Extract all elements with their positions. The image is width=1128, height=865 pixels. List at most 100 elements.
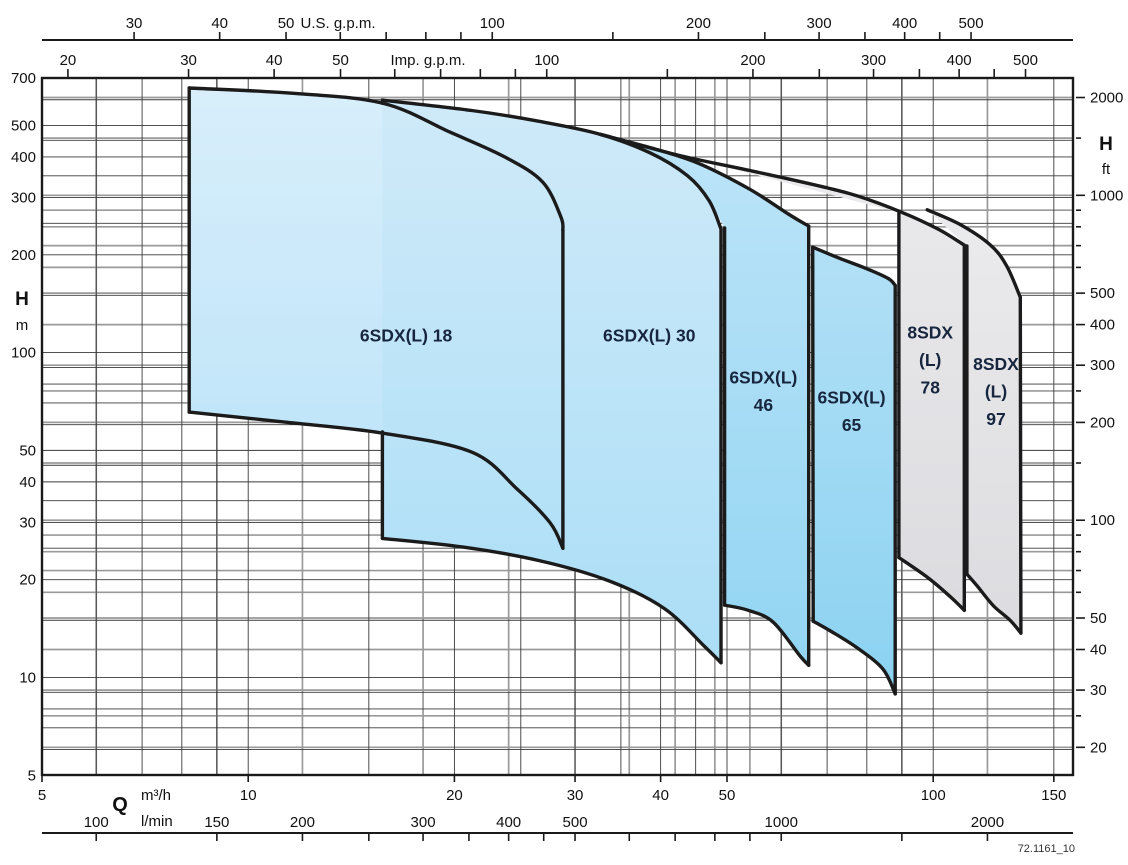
h-m-axis-title: H xyxy=(15,289,29,310)
imp-gpm-tick-label: 200 xyxy=(740,52,765,69)
us-gpm-tick-label: 40 xyxy=(211,15,228,32)
m3h-tick-label: 100 xyxy=(921,787,946,804)
m3h-tick-label: 20 xyxy=(446,787,463,804)
h-m-tick-label: 500 xyxy=(11,117,36,134)
us-gpm-tick-label: 50 xyxy=(278,15,295,32)
region-labels: 6SDX(L) 18 6SDX(L) 30 6SDX(L) 46 6SDX(L) 65 8S… xyxy=(360,322,1019,435)
h-m-tick-label: 50 xyxy=(19,442,36,459)
h-ft-tick-label: 100 xyxy=(1090,512,1115,529)
h-ft-tick-label: 200 xyxy=(1090,414,1115,431)
envelope-fill-6sdx-l-46 xyxy=(599,134,809,666)
h-ft-tick-label: 300 xyxy=(1090,357,1115,374)
h-m-tick-label: 300 xyxy=(11,190,36,207)
imp-gpm-tick-label: 400 xyxy=(947,52,972,69)
h-ft-tick-label: 400 xyxy=(1090,317,1115,334)
imp-gpm-tick-label: 40 xyxy=(266,52,283,69)
m3h-tick-label: 40 xyxy=(652,787,669,804)
plot-frame xyxy=(40,76,1075,777)
h-m-tick-label: 10 xyxy=(19,669,36,686)
envelope-outline-6sdx-l-65 xyxy=(811,619,897,696)
h-m-tick-label: 100 xyxy=(11,345,36,362)
m3h-tick-label: 5 xyxy=(38,787,46,804)
envelope-fill-8sdx-l-97 xyxy=(927,209,1021,634)
h-m-tick-label: 30 xyxy=(19,514,36,531)
m3h-tick-label: 50 xyxy=(719,787,736,804)
h-m-tick-label: 5 xyxy=(28,767,36,784)
h-ft-tick-label: 500 xyxy=(1090,285,1115,302)
region-label: (L) xyxy=(985,381,1007,401)
h-ft-axis-unit: ft xyxy=(1102,161,1111,178)
us-gpm-tick-label: 30 xyxy=(126,15,143,32)
region-label: 65 xyxy=(842,415,862,435)
imp-gpm-tick-label: 30 xyxy=(180,52,197,69)
imp-gpm-axis-title: Imp. g.p.m. xyxy=(390,52,465,69)
envelope-outline-6sdx-l-46 xyxy=(598,132,811,228)
lmin-tick-label: 300 xyxy=(411,814,436,831)
us-gpm-axis-title: U.S. g.p.m. xyxy=(300,15,375,32)
region-label: 6SDX(L) 30 xyxy=(603,325,696,345)
h-ft-tick-label: 50 xyxy=(1090,610,1107,627)
us-gpm-tick-label: 400 xyxy=(892,15,917,32)
lmin-tick-label: 2000 xyxy=(971,814,1004,831)
region-label: 6SDX(L) 18 xyxy=(360,325,453,345)
lmin-tick-label: 400 xyxy=(496,814,521,831)
h-m-tick-label: 200 xyxy=(11,247,36,264)
imp-gpm-tick-label: 300 xyxy=(861,52,886,69)
m3h-axis-unit: m³/h xyxy=(141,787,171,804)
envelope-outlines xyxy=(187,86,1023,696)
envelope-outline-6sdx-l-18 xyxy=(187,86,565,232)
envelope-outline-6sdx-l-65 xyxy=(811,245,815,623)
envelope-outline-6sdx-l-30 xyxy=(380,536,723,665)
h-m-tick-label: 400 xyxy=(11,149,36,166)
lmin-tick-label: 200 xyxy=(290,814,315,831)
m3h-tick-label: 10 xyxy=(240,787,257,804)
lmin-tick-label: 100 xyxy=(84,814,109,831)
figure-code: 72.1161_10 xyxy=(1018,843,1075,855)
envelope-fill-8sdx-l-78 xyxy=(599,134,965,611)
region-label: 8SDX xyxy=(907,322,953,342)
region-label: (L) xyxy=(919,350,941,370)
lmin-tick-label: 500 xyxy=(563,814,588,831)
h-m-tick-label: 700 xyxy=(11,70,36,87)
us-gpm-tick-label: 300 xyxy=(807,15,832,32)
imp-gpm-tick-label: 100 xyxy=(534,52,559,69)
axes: 30 40 50 100 200 300 400 500 U.S. g.p.m. 20 30 40 50… xyxy=(11,15,1123,855)
h-ft-tick-label: 2000 xyxy=(1090,90,1123,107)
m3h-tick-label: 150 xyxy=(1041,787,1066,804)
envelope-outline-8sdx-l-78 xyxy=(897,555,966,612)
h-ft-tick-label: 20 xyxy=(1090,739,1107,756)
region-label: 8SDX xyxy=(973,354,1019,374)
h-m-tick-label: 20 xyxy=(19,572,36,589)
h-ft-tick-label: 30 xyxy=(1090,682,1107,699)
region-label: 78 xyxy=(920,377,940,397)
envelope-outline-6sdx-l-65 xyxy=(811,245,897,288)
envelope-fills xyxy=(189,88,1021,694)
us-gpm-tick-label: 500 xyxy=(959,15,984,32)
h-ft-tick-label: 40 xyxy=(1090,642,1107,659)
envelope-fill-6sdx-l-30 xyxy=(382,100,721,663)
q-axis-title: Q xyxy=(112,794,128,816)
lmin-axis-unit: l/min xyxy=(141,813,173,830)
envelope-fill-6sdx-l-65 xyxy=(812,247,896,694)
envelope-outline-8sdx-l-97 xyxy=(925,208,1022,299)
envelope-outline-6sdx-l-46 xyxy=(722,603,811,667)
h-m-tick-label: 40 xyxy=(19,474,36,491)
envelope-outline-8sdx-l-97 xyxy=(1018,295,1023,635)
us-gpm-tick-label: 100 xyxy=(480,15,505,32)
region-label: 97 xyxy=(986,409,1005,429)
imp-gpm-tick-label: 20 xyxy=(60,52,77,69)
us-gpm-tick-label: 200 xyxy=(686,15,711,32)
lmin-tick-label: 1000 xyxy=(765,814,798,831)
lmin-tick-label: 150 xyxy=(204,814,229,831)
h-m-axis-unit: m xyxy=(16,317,29,334)
h-ft-tick-label: 1000 xyxy=(1090,187,1123,204)
envelope-outline-8sdx-l-97 xyxy=(965,572,1023,635)
region-label: 6SDX(L) xyxy=(818,387,886,407)
h-ft-axis-title: H xyxy=(1099,134,1113,155)
envelope-outline-6sdx-l-18 xyxy=(187,410,565,550)
region-label: 6SDX(L) xyxy=(729,368,797,388)
imp-gpm-tick-label: 50 xyxy=(332,52,349,69)
region-label: 46 xyxy=(754,395,774,415)
